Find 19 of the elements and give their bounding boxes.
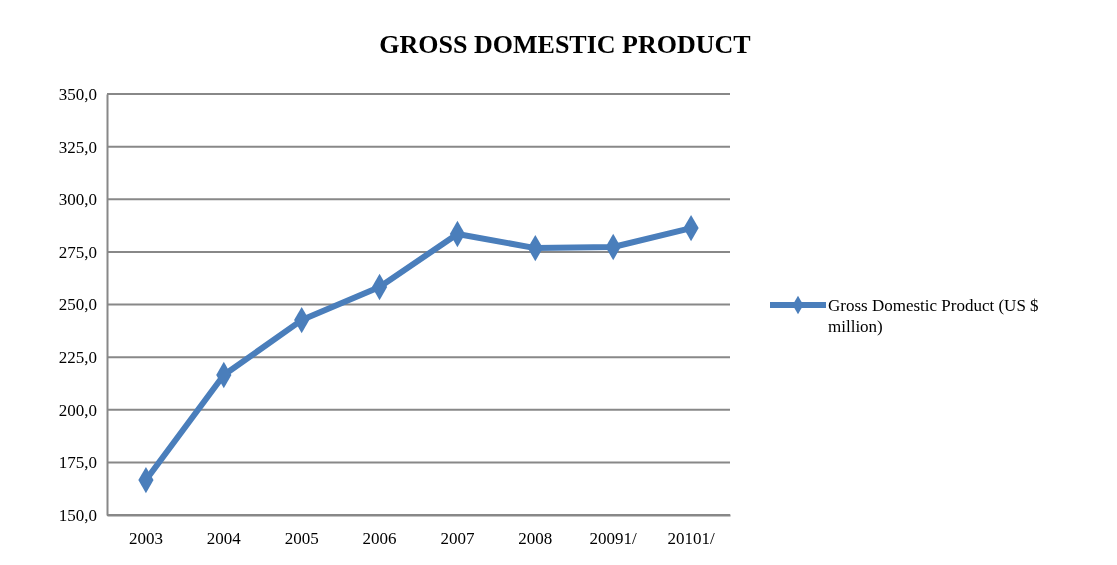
y-tick-label: 200,0	[58, 400, 97, 420]
x-tick-label: 20101/	[667, 529, 715, 549]
x-tick-label: 2007	[440, 529, 475, 549]
x-tick-label: 2004	[206, 529, 242, 549]
x-tick-label: 2006	[362, 529, 397, 549]
x-tick-label: 2005	[284, 529, 319, 549]
y-tick-label: 325,0	[58, 137, 97, 157]
chart-title: GROSS DOMESTIC PRODUCT	[379, 30, 751, 59]
y-tick-label: 275,0	[58, 242, 97, 262]
x-tick-label: 20091/	[589, 529, 638, 549]
y-tick-label: 225,0	[58, 348, 97, 368]
x-tick-label: 2003	[128, 529, 163, 549]
y-tick-label: 300,0	[58, 190, 97, 210]
y-tick-label: 250,0	[58, 295, 97, 315]
y-tick-label: 150,0	[58, 505, 97, 525]
y-tick-label: 175,0	[58, 453, 97, 473]
y-tick-label: 350,0	[58, 84, 97, 104]
legend-label: Gross Domestic Product (US $ million)	[828, 296, 1039, 336]
x-tick-label: 2008	[518, 529, 553, 549]
